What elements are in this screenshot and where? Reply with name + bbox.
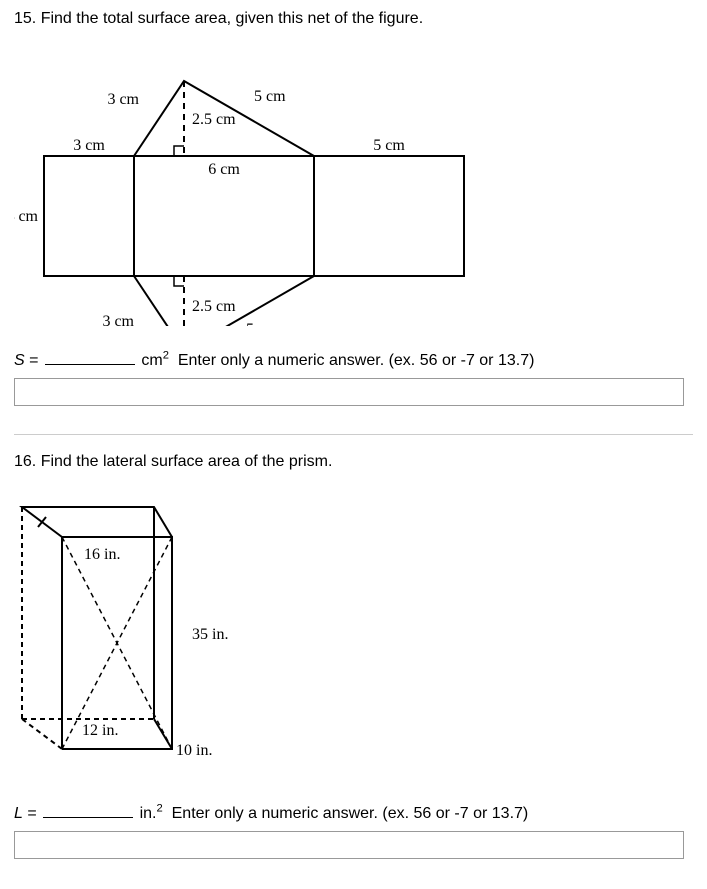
label-depth: 16 in. — [84, 546, 120, 563]
label-bot-left-slant: 3 cm — [102, 313, 134, 326]
q15-prompt: Find the total surface area, given this … — [41, 10, 423, 27]
question-15: 15. Find the total surface area, given t… — [14, 10, 693, 406]
right-angle-icon — [174, 276, 184, 286]
prism-bottom-left-edge — [22, 719, 62, 749]
q15-answer-line: S = cm2 Enter only a numeric answer. (ex… — [14, 349, 693, 370]
q15-hint: Enter only a numeric answer. (ex. 56 or … — [178, 352, 535, 369]
prism-diag-2 — [62, 537, 172, 749]
label-top-altitude: 2.5 cm — [192, 111, 236, 128]
answer-blank — [43, 802, 133, 818]
label-mid-rect-top: 6 cm — [208, 161, 240, 178]
label-top-left-slant: 3 cm — [107, 91, 139, 108]
label-height: 35 in. — [192, 626, 228, 643]
label-right-rect-top: 5 cm — [373, 137, 405, 154]
tick-icon — [38, 517, 46, 527]
label-top-right-slant: 5 cm — [254, 88, 286, 105]
answer-blank — [45, 349, 135, 365]
right-angle-icon — [174, 146, 184, 156]
net-rect-right — [314, 156, 464, 276]
label-bot-right-slant: 5 cm — [246, 321, 278, 326]
q16-figure: 16 in. 35 in. 12 in. 10 in. — [14, 489, 693, 784]
question-16: 16. Find the lateral surface area of the… — [14, 453, 693, 859]
label-bot-altitude: 2.5 cm — [192, 298, 236, 315]
label-front-width: 10 in. — [176, 742, 212, 759]
q15-answer-input[interactable] — [14, 378, 684, 406]
net-rect-left — [44, 156, 134, 276]
q16-number: 16. — [14, 453, 36, 470]
label-left-side: 4 cm — [14, 208, 39, 225]
q16-var: L — [14, 805, 23, 822]
question-15-text: 15. Find the total surface area, given t… — [14, 10, 693, 28]
label-left-rect-top: 3 cm — [73, 137, 105, 154]
q15-unit-base: cm — [141, 352, 162, 369]
prism-bottom-right-edge — [154, 719, 172, 749]
q16-hint: Enter only a numeric answer. (ex. 56 or … — [172, 805, 529, 822]
q16-answer-line: L = in.2 Enter only a numeric answer. (e… — [14, 802, 693, 823]
q15-number: 15. — [14, 10, 36, 27]
question-divider — [14, 434, 693, 435]
q15-figure: 3 cm 5 cm 2.5 cm 3 cm 6 cm 5 cm 4 cm 3 c… — [14, 46, 693, 331]
prism-diagram: 16 in. 35 in. 12 in. 10 in. — [14, 489, 334, 779]
prism-top-face — [22, 507, 172, 537]
net-diagram: 3 cm 5 cm 2.5 cm 3 cm 6 cm 5 cm 4 cm 3 c… — [14, 46, 574, 326]
q16-unit-base: in. — [140, 805, 157, 822]
q16-prompt: Find the lateral surface area of the pri… — [41, 453, 333, 470]
q15-unit-exp: 2 — [163, 350, 169, 362]
q15-var: S — [14, 352, 25, 369]
label-back-width: 12 in. — [82, 722, 118, 739]
question-16-text: 16. Find the lateral surface area of the… — [14, 453, 693, 471]
q16-unit-exp: 2 — [157, 803, 163, 815]
q16-answer-input[interactable] — [14, 831, 684, 859]
